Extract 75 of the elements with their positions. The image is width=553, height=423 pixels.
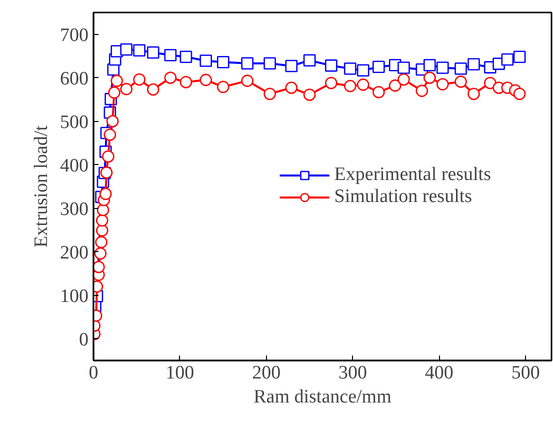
point <box>454 76 467 88</box>
point <box>324 59 338 72</box>
point <box>454 62 467 75</box>
point <box>106 115 119 128</box>
x-axis-title: Ram distance/mm <box>254 386 392 408</box>
y-tick-label: 600 <box>60 68 88 90</box>
point <box>501 53 514 66</box>
point <box>436 62 449 74</box>
point <box>388 79 402 92</box>
point <box>398 62 410 74</box>
x-tick-label: 100 <box>166 362 194 384</box>
point <box>424 72 436 84</box>
legend-label: Experimental results <box>334 164 491 186</box>
point <box>200 54 212 67</box>
point <box>133 44 146 56</box>
point <box>398 73 410 86</box>
point <box>96 224 108 237</box>
point <box>99 188 112 200</box>
point <box>468 58 480 70</box>
point <box>95 236 108 248</box>
point <box>216 56 230 68</box>
point <box>120 43 132 56</box>
point <box>424 58 436 72</box>
point <box>164 48 177 62</box>
point <box>436 78 449 90</box>
point <box>264 88 276 100</box>
point <box>180 76 192 88</box>
point <box>120 82 132 96</box>
point <box>484 76 496 90</box>
point <box>96 214 108 227</box>
point <box>513 88 526 100</box>
y-axis-title: Extrusion load/t <box>31 124 52 248</box>
point <box>102 150 114 163</box>
point <box>416 84 428 97</box>
point <box>96 204 110 216</box>
y-tick-label: 200 <box>60 242 88 264</box>
point <box>200 74 212 86</box>
point <box>324 76 338 90</box>
point <box>94 260 105 274</box>
point <box>468 88 480 100</box>
legend-label: Simulation results <box>334 186 472 208</box>
point <box>285 82 298 94</box>
point <box>303 88 316 101</box>
point <box>104 128 116 141</box>
point <box>108 86 120 99</box>
point <box>133 73 146 86</box>
point <box>241 74 254 87</box>
point <box>513 50 526 64</box>
y-tick-label: 0 <box>79 329 88 350</box>
point <box>164 72 177 84</box>
point <box>241 57 254 70</box>
point <box>303 54 316 66</box>
point <box>146 83 160 96</box>
point <box>264 57 276 70</box>
point <box>94 247 107 260</box>
x-tick-label: 200 <box>252 362 281 384</box>
point <box>344 62 356 75</box>
point <box>372 86 385 98</box>
point <box>180 50 192 64</box>
point <box>216 80 230 94</box>
point <box>110 74 123 87</box>
x-tick-label: 400 <box>424 362 454 384</box>
y-tick-label: 700 <box>60 24 88 46</box>
y-tick-label: 100 <box>60 286 88 307</box>
x-tick-label: 300 <box>338 362 367 384</box>
point <box>356 64 370 77</box>
point <box>146 46 160 59</box>
point <box>372 60 385 74</box>
x-tick-label: 500 <box>511 362 540 384</box>
y-tick-label: 300 <box>60 198 88 220</box>
point <box>344 80 356 92</box>
point <box>356 78 370 91</box>
y-tick-label: 400 <box>60 155 88 176</box>
point <box>285 60 298 72</box>
y-tick-label: 500 <box>60 112 88 133</box>
